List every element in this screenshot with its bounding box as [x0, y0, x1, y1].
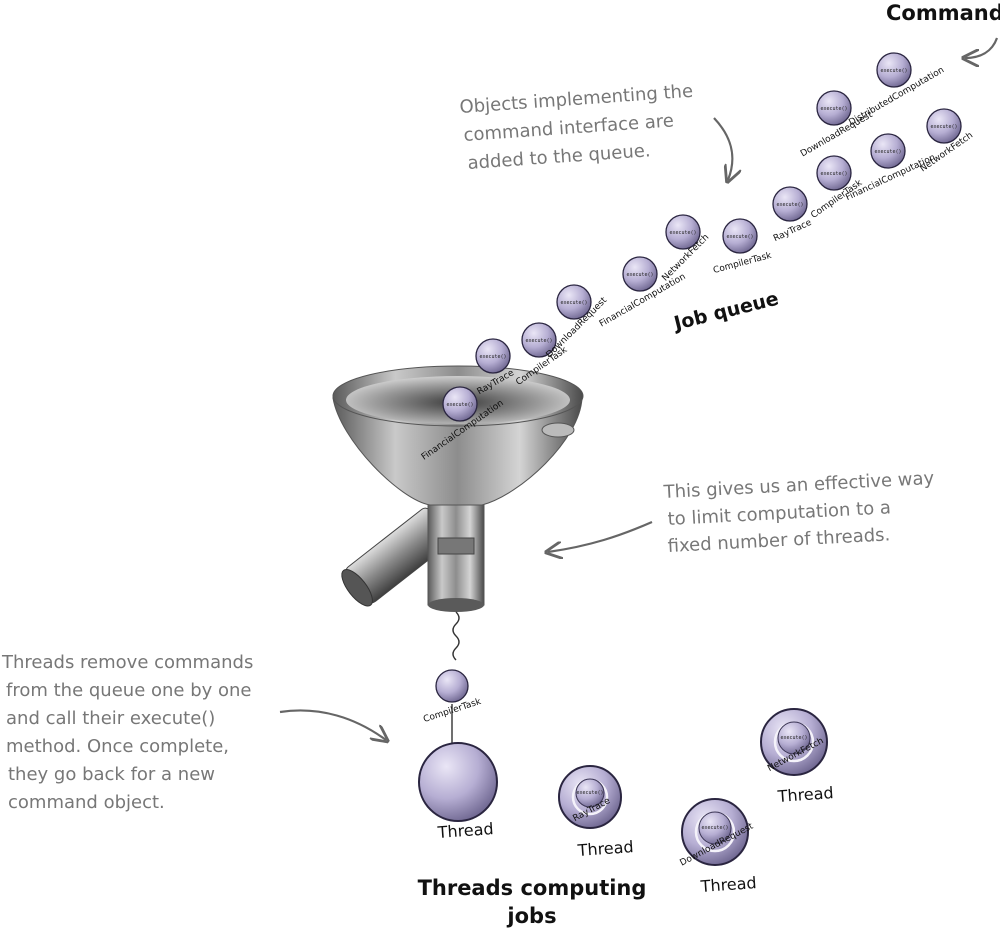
threads-group: Threadexecute()RayTraceThreadexecute()Ne… — [418, 708, 834, 896]
thread-circle — [418, 742, 498, 822]
queue-command-ball — [926, 108, 962, 144]
job-queue-label: Job queue — [670, 288, 781, 336]
queue-command-ball — [556, 284, 592, 320]
threads-computing-title-line2: jobs — [506, 904, 556, 928]
queue-command-method: execute() — [930, 124, 957, 130]
thread-label: Thread — [776, 783, 834, 806]
annotation-effective-arrow — [548, 520, 653, 552]
thread-command-ball — [698, 811, 732, 845]
queue-command-method: execute() — [820, 106, 847, 112]
queue-command-ball — [622, 256, 658, 292]
annotation-threads-line: method. Once complete, — [6, 736, 229, 757]
thread: Thread — [418, 742, 498, 842]
commands-title: Commands — [886, 1, 1000, 25]
annotation-objects: Objects implementing the command interfa… — [459, 81, 694, 174]
thread-command-method: execute() — [576, 790, 603, 796]
annotation-objects-line: added to the queue. — [467, 140, 651, 174]
funnel-image — [332, 365, 584, 661]
queue-command-method: execute() — [669, 230, 696, 236]
queue-command-method: execute() — [626, 272, 653, 278]
thread-label: Thread — [699, 873, 757, 896]
queue-command-ball — [816, 90, 852, 126]
thread-command-ball — [575, 778, 605, 808]
queue-command-method: execute() — [479, 354, 506, 360]
queue-command-ball — [521, 322, 557, 358]
annotation-threads-line: and call their execute() — [6, 708, 215, 729]
queue-command-method: execute() — [874, 149, 901, 155]
queue-command-method: execute() — [525, 338, 552, 344]
queue-command-name: RayTrace — [772, 218, 814, 244]
queue-command-ball — [772, 186, 808, 222]
queue-command: execute() CompilerTask — [712, 218, 773, 276]
annotation-threads-line: they go back for a new — [8, 764, 215, 785]
commands-arrow — [965, 37, 999, 58]
thread-label: Thread — [576, 837, 634, 860]
queue-command-ball — [722, 218, 758, 254]
annotation-threads-line: command object. — [8, 792, 165, 813]
annotation-threads-line: Threads remove commands — [1, 652, 253, 673]
queue-command-method: execute() — [560, 300, 587, 306]
queue-command-ball — [870, 133, 906, 169]
annotation-threads: Threads remove commands from the queue o… — [1, 652, 253, 813]
thread-command-ball — [777, 721, 811, 755]
queue-command-method: execute() — [880, 68, 907, 74]
queue-command: execute() RayTrace — [772, 186, 814, 244]
thread-label: Thread — [436, 819, 494, 842]
queue-command: execute()NetworkFetch — [919, 108, 975, 174]
queue-command-ball — [816, 155, 852, 191]
thread-command-method: execute() — [701, 825, 728, 831]
queue-command: execute()NetworkFetch — [660, 214, 711, 283]
annotation-effective: This gives us an effective way to limit … — [662, 468, 935, 557]
annotation-threads-arrow — [279, 709, 386, 740]
queue-command-name: CompilerTask — [712, 251, 773, 276]
queue-command-ball — [876, 52, 912, 88]
threads-computing-title: Threads computing — [418, 876, 647, 900]
annotation-objects-arrow — [713, 117, 732, 180]
queue-command-ball — [442, 386, 478, 422]
thread-command-method: execute() — [780, 735, 807, 741]
queue-command-method: execute() — [446, 402, 473, 408]
queue-command-method: execute() — [820, 171, 847, 177]
annotation-threads-line: from the queue one by one — [6, 680, 252, 701]
queue-command: execute()DownloadRequest — [799, 90, 875, 159]
annotation-effective-line: This gives us an effective way — [662, 468, 935, 503]
queue-command-ball — [475, 338, 511, 374]
annotation-effective-line: fixed number of threads. — [667, 524, 891, 557]
queue-command-ball — [665, 214, 701, 250]
queue-command-method: execute() — [726, 234, 753, 240]
queue-command-method: execute() — [776, 202, 803, 208]
